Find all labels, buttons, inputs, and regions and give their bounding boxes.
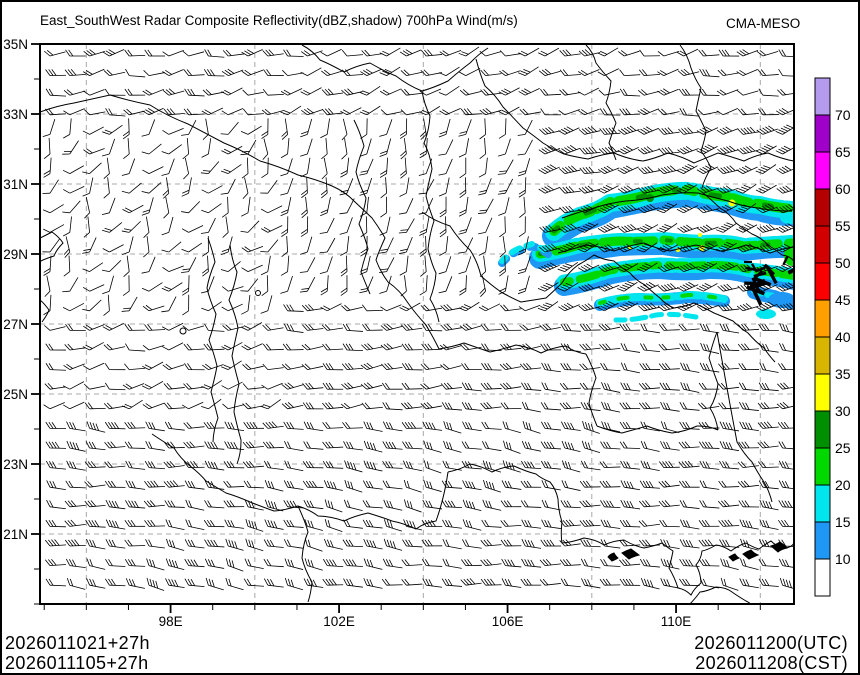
svg-text:10: 10 xyxy=(835,551,851,567)
svg-text:21N: 21N xyxy=(3,527,28,542)
svg-text:35N: 35N xyxy=(3,37,28,52)
model-label: CMA-MESO xyxy=(726,16,801,31)
windbarb-layer xyxy=(42,46,794,591)
gridlines-layer xyxy=(40,44,794,604)
svg-text:45: 45 xyxy=(835,292,851,308)
footer-valid-time-utc: 2026011200(UTC) xyxy=(694,633,848,653)
svg-text:102E: 102E xyxy=(323,614,355,629)
svg-text:50: 50 xyxy=(835,255,851,271)
svg-text:110E: 110E xyxy=(661,614,692,629)
svg-text:15: 15 xyxy=(835,514,851,530)
svg-text:25N: 25N xyxy=(3,387,28,402)
svg-text:31N: 31N xyxy=(3,177,28,192)
reflectivity-layer xyxy=(498,181,794,323)
footer-init-time-cst: 2026011105+27h xyxy=(5,653,149,673)
svg-text:65: 65 xyxy=(835,144,851,160)
svg-text:20: 20 xyxy=(835,477,851,493)
svg-text:33N: 33N xyxy=(3,107,28,122)
svg-text:23N: 23N xyxy=(3,457,28,472)
svg-text:29N: 29N xyxy=(3,247,28,262)
svg-text:55: 55 xyxy=(835,218,851,234)
footer-init-time-utc: 2026011021+27h xyxy=(5,633,150,653)
svg-text:27N: 27N xyxy=(3,317,28,332)
svg-text:98E: 98E xyxy=(159,614,183,629)
figure-title: East_SouthWest Radar Composite Reflectiv… xyxy=(40,13,518,28)
svg-text:25: 25 xyxy=(835,440,851,456)
svg-text:40: 40 xyxy=(835,329,851,345)
svg-text:35: 35 xyxy=(835,366,851,382)
axes-layer xyxy=(31,43,761,613)
svg-text:30: 30 xyxy=(835,403,851,419)
footer-valid-time-cst: 2026011208(CST) xyxy=(695,653,848,673)
colorbar: 70 65 60 55 50 45 40 35 30 25 20 15 10 xyxy=(814,77,851,597)
svg-text:106E: 106E xyxy=(492,614,524,629)
svg-text:70: 70 xyxy=(835,107,851,123)
svg-text:60: 60 xyxy=(835,181,851,197)
map-inner xyxy=(40,44,794,604)
dense-barb-cluster xyxy=(744,256,794,306)
